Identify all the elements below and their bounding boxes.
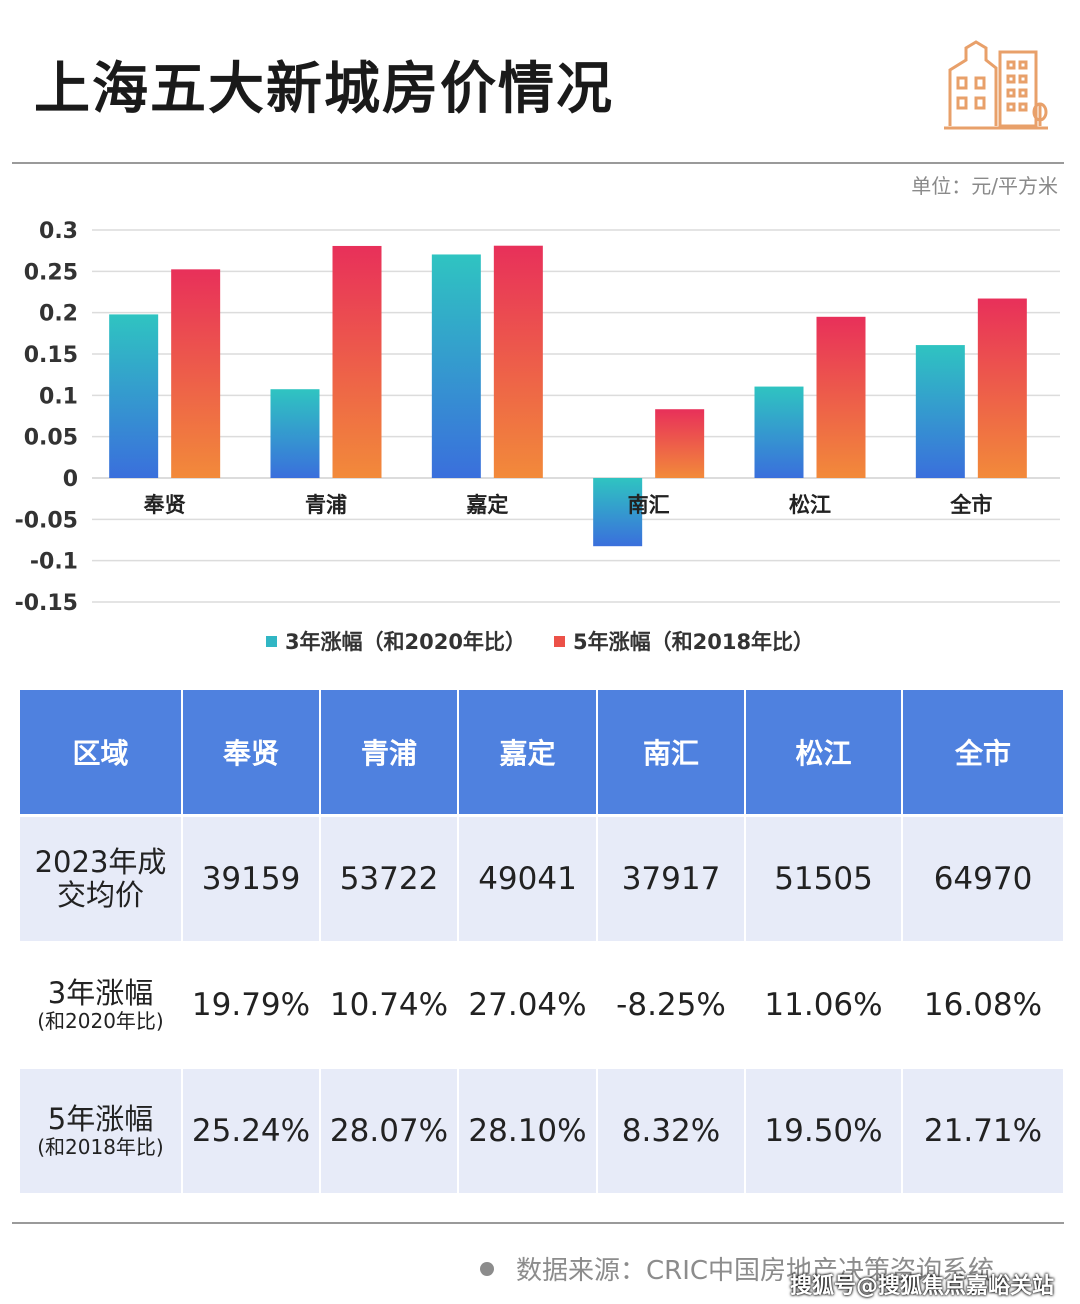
table-cell: 21.71%: [903, 1069, 1063, 1193]
bar-5yr: [816, 316, 866, 478]
building-icon: [944, 40, 1048, 130]
row-label-main: 2023年成: [34, 844, 167, 879]
x-category-label: 南汇: [628, 493, 670, 517]
header-cell: 南汇: [598, 690, 746, 817]
y-tick-label: -0.1: [30, 550, 78, 575]
source-text: 数据来源：CRIC中国房地产决策咨询系统: [516, 1256, 995, 1286]
unit-label: 单位：元/平方米: [911, 174, 1058, 198]
chart-legend: 3年涨幅（和2020年比） 5年涨幅（和2018年比）: [0, 626, 1080, 656]
y-tick-label: 0.2: [39, 302, 78, 327]
table-row: 2023年成 交均价 39159 53722 49041 37917 51505 …: [20, 817, 1063, 941]
x-category-label: 嘉定: [466, 493, 508, 517]
table-header-row: 区域 奉贤 青浦 嘉定 南汇 松江 全市: [20, 690, 1063, 817]
table-cell: 19.50%: [746, 1069, 903, 1193]
y-tick-label: 0.1: [39, 384, 78, 409]
table-cell-highlight: 28.10%: [459, 1069, 598, 1193]
table-cell: 51505: [746, 817, 903, 941]
row-label-sub: (和2018年比): [37, 1135, 164, 1160]
header-divider: [12, 162, 1064, 164]
x-category-label: 奉贤: [143, 493, 186, 517]
table-cell: 25.24%: [183, 1069, 321, 1193]
x-category-label: 青浦: [305, 493, 347, 517]
table-cell: 8.32%: [598, 1069, 746, 1193]
data-table: 区域 奉贤 青浦 嘉定 南汇 松江 全市 2023年成 交均价 39159 537…: [20, 690, 1063, 1193]
bar-5yr: [332, 245, 382, 478]
bar-5yr: [493, 245, 543, 478]
bar-3yr: [109, 314, 159, 478]
legend-item-5yr: 5年涨幅（和2018年比）: [554, 626, 814, 656]
y-tick-label: 0.05: [24, 426, 78, 451]
y-tick-label: -0.05: [15, 508, 78, 533]
bar-3yr: [593, 478, 643, 547]
y-tick-label: -0.15: [15, 591, 78, 616]
table-cell: 64970: [903, 817, 1063, 941]
bar-3yr: [754, 386, 804, 478]
table-cell: 28.07%: [321, 1069, 459, 1193]
bar-5yr: [977, 298, 1027, 478]
bullet-icon: [480, 1261, 494, 1276]
legend-swatch-3yr: [265, 635, 277, 647]
y-tick-label: 0.15: [24, 343, 78, 368]
footer-divider: [12, 1222, 1064, 1224]
header-cell: 全市: [903, 690, 1063, 817]
row-label-main: 5年涨幅: [47, 1101, 154, 1136]
bar-3yr: [915, 345, 965, 478]
watermark: 搜狐号@搜狐焦点嘉峪关站: [789, 1274, 1054, 1299]
header-cell: 嘉定: [459, 690, 598, 817]
y-tick-label: 0.25: [24, 260, 78, 285]
bar-3yr: [270, 389, 320, 478]
y-tick-label: 0: [63, 467, 78, 492]
table-cell-highlight: 27.04%: [459, 941, 598, 1069]
header-cell: 青浦: [321, 690, 459, 817]
table-cell: 37917: [598, 817, 746, 941]
y-tick-label: 0.3: [39, 219, 78, 244]
table-cell: 49041: [459, 817, 598, 941]
row-label-sub: 交均价: [56, 878, 144, 912]
table-cell: 10.74%: [321, 941, 459, 1069]
page-title: 上海五大新城房价情况: [34, 57, 614, 122]
row-label-cell: 2023年成 交均价: [20, 817, 183, 941]
bar-3yr: [431, 254, 481, 478]
legend-label-5yr: 5年涨幅（和2018年比）: [573, 630, 815, 654]
table-row: 5年涨幅 (和2018年比) 25.24% 28.07% 28.10% 8.32%…: [20, 1069, 1063, 1193]
bar-5yr: [171, 269, 221, 478]
x-category-label: 全市: [949, 493, 992, 517]
table-cell: 53722: [321, 817, 459, 941]
table-cell: 19.79%: [183, 941, 321, 1069]
legend-label-3yr: 3年涨幅（和2020年比）: [284, 630, 526, 654]
header-cell: 区域: [20, 690, 183, 817]
table-cell: 16.08%: [903, 941, 1063, 1069]
row-label-cell: 5年涨幅 (和2018年比): [20, 1069, 183, 1193]
table-cell: 39159: [183, 817, 321, 941]
legend-item-3yr: 3年涨幅（和2020年比）: [265, 626, 526, 656]
legend-swatch-5yr: [554, 635, 565, 647]
row-label-sub: (和2020年比): [37, 1009, 164, 1034]
table-cell: 11.06%: [746, 941, 903, 1069]
bar-5yr: [655, 409, 705, 478]
header-cell: 奉贤: [183, 690, 321, 817]
table-row: 3年涨幅 (和2020年比) 19.79% 10.74% 27.04% -8.25…: [20, 941, 1063, 1069]
table-cell: -8.25%: [598, 941, 746, 1069]
bar-chart: 0.3 0.25 0.2 0.15 0.1 0.05 0 -0.05 -0.1 -0.15 奉贤 青浦…: [15, 219, 1060, 616]
row-label-cell: 3年涨幅 (和2020年比): [20, 941, 183, 1069]
header-cell: 松江: [746, 690, 903, 817]
row-label-main: 3年涨幅: [47, 975, 154, 1010]
source-note: 数据来源：CRIC中国房地产决策咨询系统: [480, 1250, 994, 1287]
x-category-label: 松江: [789, 493, 831, 517]
